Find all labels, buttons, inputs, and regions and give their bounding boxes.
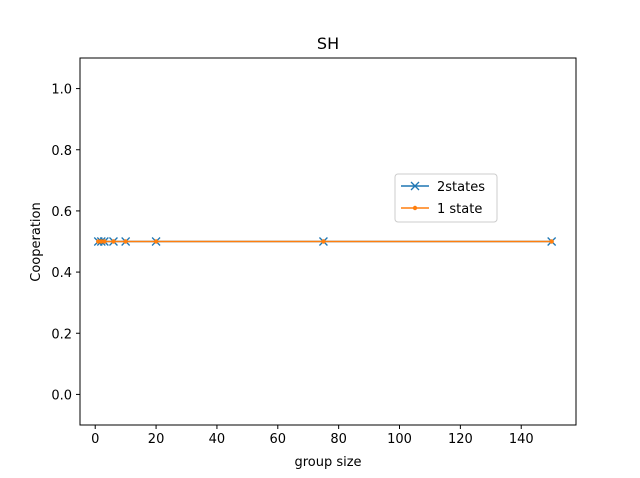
legend-label: 2states: [437, 180, 485, 195]
x-tick-label: 120: [448, 432, 473, 447]
y-axis: 0.0 0.2 0.4 0.6 0.8 1.0: [51, 83, 80, 403]
data-point: [123, 239, 128, 244]
legend-item: 2states: [401, 180, 485, 195]
legend-item: 1 state: [401, 202, 482, 217]
x-axis-title: group size: [294, 455, 361, 470]
data-point: [111, 239, 116, 244]
plot-area: [79, 57, 577, 426]
x-tick-label: 40: [209, 432, 226, 447]
y-tick-label: 0.0: [51, 388, 72, 403]
x-tick-label: 100: [387, 432, 412, 447]
data-point: [96, 239, 101, 244]
data-point: [549, 239, 554, 244]
x-axis: 0 20 40 60 80 100 120 140: [91, 425, 534, 447]
series-layer: [93, 237, 557, 246]
legend-label: 1 state: [437, 202, 482, 217]
y-tick-label: 0.2: [51, 327, 72, 342]
x-tick-label: 80: [330, 432, 347, 447]
legend: 2states 1 state: [394, 173, 498, 223]
chart-title: SH: [317, 34, 339, 53]
x-tick-label: 20: [148, 432, 165, 447]
y-tick-label: 0.6: [51, 205, 72, 220]
marker-stroke: [410, 181, 420, 191]
data-point: [321, 239, 326, 244]
y-tick-label: 0.4: [51, 266, 72, 281]
legend-marker: [412, 205, 418, 211]
x-tick-label: 60: [270, 432, 287, 447]
x-tick-label: 140: [509, 432, 534, 447]
y-tick-label: 1.0: [51, 83, 72, 98]
y-tick-label: 0.8: [51, 144, 72, 159]
data-point: [99, 239, 104, 244]
series-1: [96, 239, 554, 244]
axes-frame: [79, 57, 577, 426]
data-point: [102, 239, 107, 244]
data-point: [153, 239, 159, 244]
x-tick-label: 0: [91, 432, 99, 447]
y-axis-title: Cooperation: [29, 202, 44, 281]
legend-marker: [410, 181, 420, 191]
